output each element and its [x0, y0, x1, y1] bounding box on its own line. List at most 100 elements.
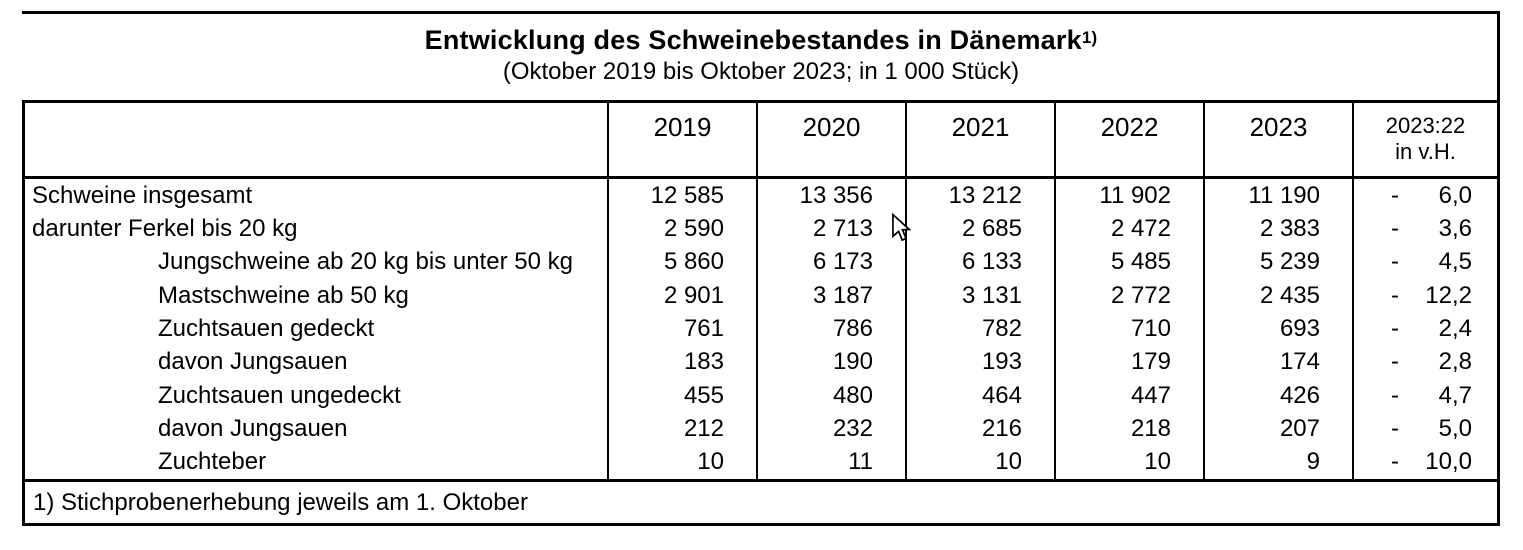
row-label: davon Jungsauen: [158, 414, 348, 442]
table-row: davon Jungsauen 212 232 216 218 207 - 5,0: [25, 412, 1497, 446]
table-row: davon Jungsauen 183 190 193 179 174 - 2,8: [25, 345, 1497, 379]
value-cell: 12 585: [607, 179, 756, 213]
value-cell: 10: [1054, 445, 1203, 479]
year-header-2023: 2023: [1203, 103, 1352, 176]
change-cell: -12,2: [1352, 278, 1497, 313]
change-column-header: 2023:22 in v.H.: [1352, 103, 1497, 176]
title-block: Entwicklung des Schweinebestandes in Dän…: [22, 21, 1500, 86]
year-header-2022: 2022: [1054, 103, 1203, 176]
footnote-row: 1) Stichprobenerhebung jeweils am 1. Okt…: [25, 479, 1497, 523]
value-cell: 183: [607, 345, 756, 379]
value-cell: 10: [905, 445, 1054, 479]
table-row: Zuchtsauen ungedeckt 455 480 464 447 426 - 4,7: [25, 378, 1497, 413]
value-cell: 710: [1054, 312, 1203, 346]
minus-sign: -: [1391, 314, 1399, 342]
value-cell: 10: [607, 445, 756, 479]
mouse-cursor-icon: [891, 212, 912, 248]
change-value: 4,7: [1438, 381, 1472, 409]
value-cell: 782: [905, 312, 1054, 346]
change-value: 12,2: [1425, 281, 1472, 309]
minus-sign: -: [1391, 414, 1399, 442]
table-row: Mastschweine ab 50 kg 2 901 3 187 3 131 2 77…: [25, 278, 1497, 313]
value-cell: 447: [1054, 378, 1203, 413]
value-cell: 2 685: [905, 212, 1054, 246]
value-cell: 5 860: [607, 245, 756, 279]
table-row: darunter Ferkel bis 20 kg 2 590 2 713 2 685…: [25, 212, 1497, 246]
row-label: Zuchteber: [158, 448, 267, 476]
value-cell: 218: [1054, 412, 1203, 446]
value-cell: 13 212: [905, 179, 1054, 213]
minus-sign: -: [1391, 181, 1399, 209]
value-cell: 2 772: [1054, 278, 1203, 313]
year-header-2021: 2021: [905, 103, 1054, 176]
change-cell: - 6,0: [1352, 179, 1497, 213]
footnote-text: 1) Stichprobenerhebung jeweils am 1. Okt…: [33, 488, 528, 516]
change-cell: - 4,5: [1352, 245, 1497, 279]
value-cell: 455: [607, 378, 756, 413]
value-cell: 11 190: [1203, 179, 1352, 213]
value-cell: 3 131: [905, 278, 1054, 313]
value-cell: 6 133: [905, 245, 1054, 279]
minus-sign: -: [1391, 214, 1399, 242]
value-cell: 174: [1203, 345, 1352, 379]
page-title: Entwicklung des Schweinebestandes in Dän…: [22, 21, 1500, 57]
change-cell: - 2,8: [1352, 345, 1497, 379]
minus-sign: -: [1391, 281, 1399, 309]
change-cell: - 5,0: [1352, 412, 1497, 446]
value-cell: 2 901: [607, 278, 756, 313]
row-label: Jungschweine ab 20 kg bis unter 50 kg: [158, 248, 573, 276]
value-cell: 2 590: [607, 212, 756, 246]
value-cell: 464: [905, 378, 1054, 413]
table-row: Zuchtsauen gedeckt 761 786 782 710 693 - 2,4: [25, 312, 1497, 346]
footnote-marker: 1): [1081, 28, 1098, 47]
minus-sign: -: [1391, 248, 1399, 276]
value-cell: 13 356: [756, 179, 905, 213]
change-cell: - 3,6: [1352, 212, 1497, 246]
data-table: 2019 2020 2021 2022 2023 2023:22 in v.H.…: [22, 100, 1500, 526]
value-cell: 11 902: [1054, 179, 1203, 213]
page-subtitle: (Oktober 2019 bis Oktober 2023; in 1 000…: [502, 58, 1020, 85]
row-label: Zuchtsauen ungedeckt: [158, 381, 401, 409]
value-cell: 6 173: [756, 245, 905, 279]
value-cell: 207: [1203, 412, 1352, 446]
value-cell: 786: [756, 312, 905, 346]
value-cell: 190: [756, 345, 905, 379]
change-cell: - 4,7: [1352, 378, 1497, 413]
year-header-2020: 2020: [756, 103, 905, 176]
change-value: 5,0: [1438, 414, 1472, 442]
page-title-text: Entwicklung des Schweinebestandes in Dän…: [424, 25, 1082, 55]
value-cell: 2 435: [1203, 278, 1352, 313]
minus-sign: -: [1391, 381, 1399, 409]
row-label: darunter Ferkel bis 20 kg: [32, 214, 298, 242]
table-header-row: 2019 2020 2021 2022 2023 2023:22 in v.H.: [25, 103, 1497, 179]
change-header-line2: in v.H.: [1395, 139, 1456, 164]
value-cell: 426: [1203, 378, 1352, 413]
value-cell: 761: [607, 312, 756, 346]
value-cell: 2 472: [1054, 212, 1203, 246]
year-header-2019: 2019: [607, 103, 756, 176]
minus-sign: -: [1391, 448, 1399, 476]
value-cell: 193: [905, 345, 1054, 379]
change-value: 6,0: [1438, 181, 1472, 209]
table-row: Jungschweine ab 20 kg bis unter 50 kg 5 8…: [25, 245, 1497, 279]
value-cell: 179: [1054, 345, 1203, 379]
value-cell: 2 383: [1203, 212, 1352, 246]
row-label: Schweine insgesamt: [32, 181, 253, 209]
value-cell: 212: [607, 412, 756, 446]
change-value: 2,8: [1438, 348, 1472, 376]
row-label: davon Jungsauen: [158, 348, 348, 376]
title-right-rule: [1497, 11, 1500, 103]
value-cell: 3 187: [756, 278, 905, 313]
table-body: Schweine insgesamt 12 585 13 356 13 212 11 9…: [25, 179, 1497, 479]
label-column-header: [25, 103, 607, 176]
value-cell: 232: [756, 412, 905, 446]
change-value: 4,5: [1438, 248, 1472, 276]
top-rule: [22, 11, 1500, 14]
minus-sign: -: [1391, 348, 1399, 376]
change-value: 3,6: [1438, 214, 1472, 242]
table-row: Schweine insgesamt 12 585 13 356 13 212 11 9…: [25, 179, 1497, 213]
value-cell: 693: [1203, 312, 1352, 346]
row-label: Zuchtsauen gedeckt: [158, 314, 375, 342]
row-label: Mastschweine ab 50 kg: [158, 281, 409, 309]
value-cell: 216: [905, 412, 1054, 446]
